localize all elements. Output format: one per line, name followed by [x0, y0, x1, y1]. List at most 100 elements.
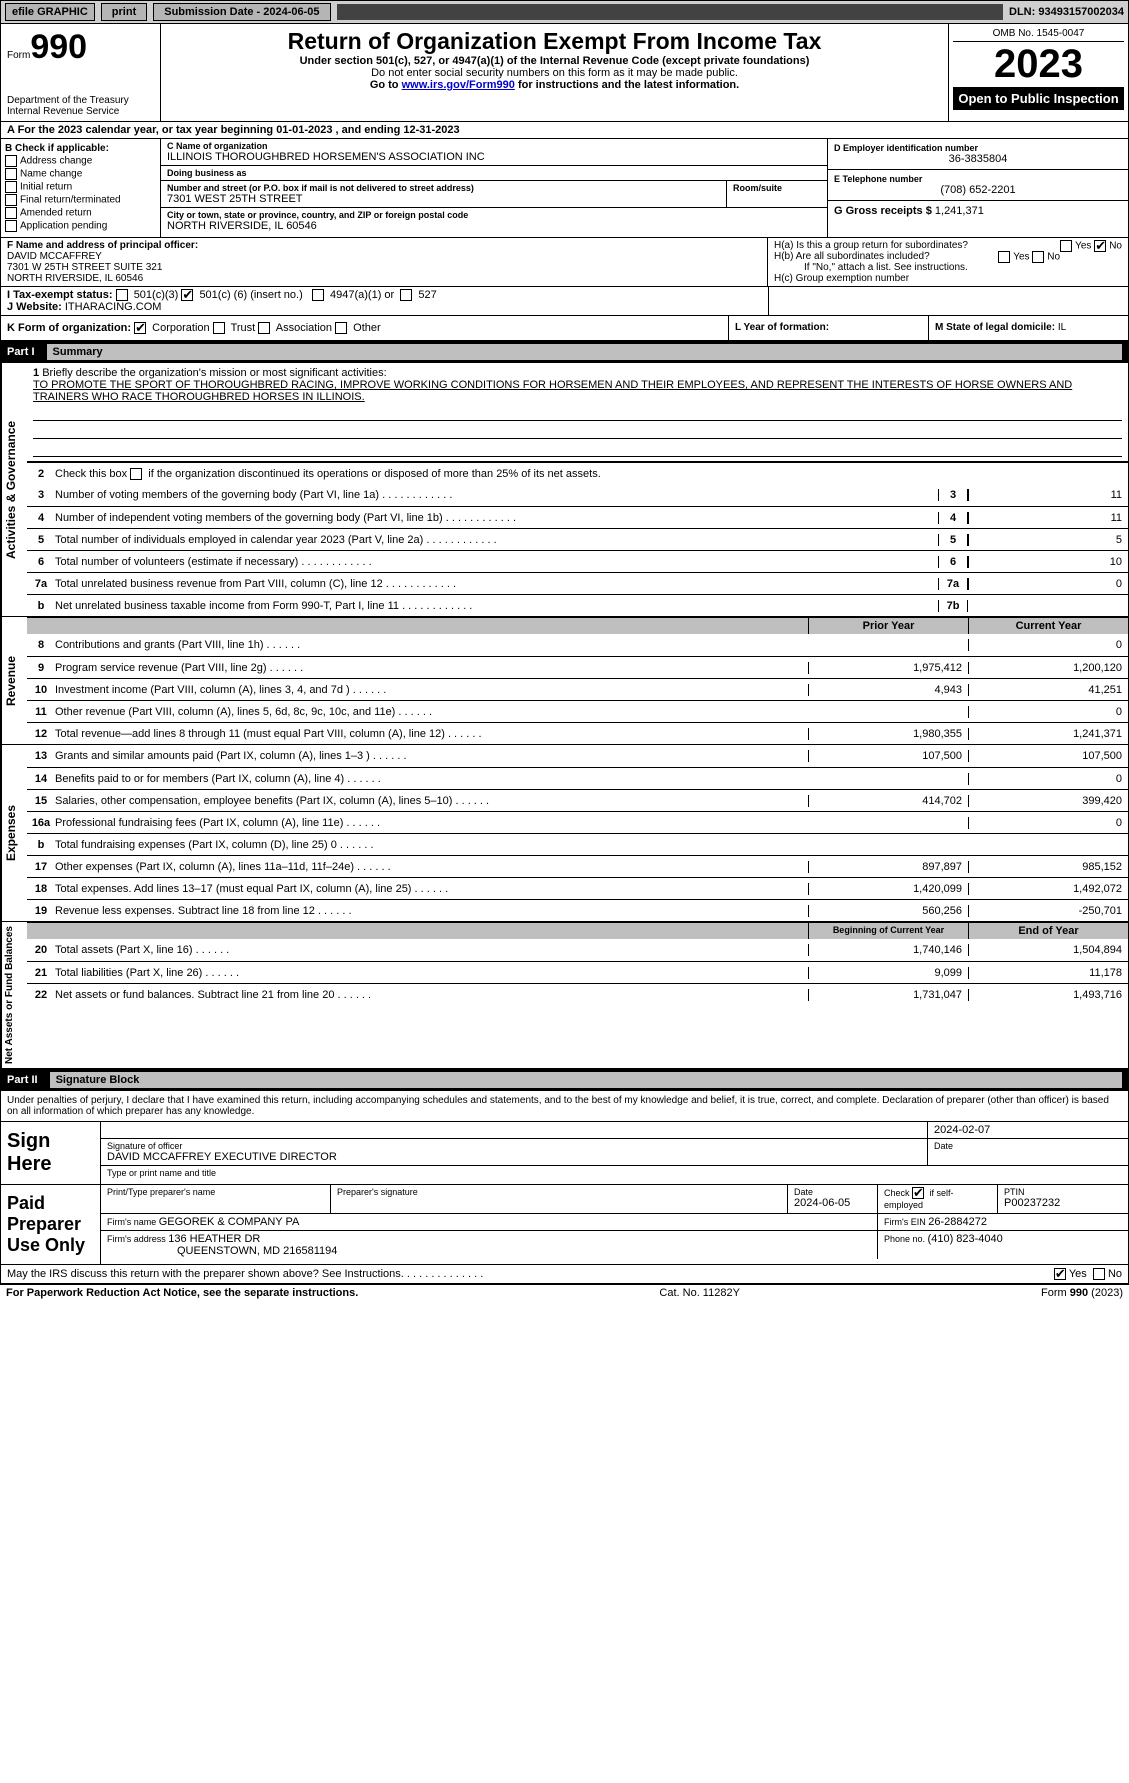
opt-501c: 501(c) ( — [199, 289, 237, 301]
col-current-year: Current Year — [968, 618, 1128, 634]
prep-date: 2024-06-05 — [794, 1197, 871, 1209]
line-num: 15 — [27, 795, 55, 807]
data-line: b Total fundraising expenses (Part IX, c… — [27, 833, 1128, 855]
ptin: P00237232 — [1004, 1197, 1122, 1209]
sig-officer-name: DAVID MCCAFFREY EXECUTIVE DIRECTOR — [107, 1151, 921, 1163]
line-desc: Total number of individuals employed in … — [55, 534, 938, 546]
part-ii-header: Part II Signature Block — [0, 1069, 1129, 1091]
chk-initial-return[interactable]: Initial return — [5, 181, 156, 193]
discuss-no[interactable]: No — [1093, 1268, 1122, 1280]
part-ii-title: Signature Block — [50, 1072, 1122, 1088]
ha-label: H(a) Is this a group return for subordin… — [774, 240, 968, 251]
box-c: C Name of organization ILLINOIS THOROUGH… — [161, 139, 828, 237]
summary-governance: Activities & Governance 1 Briefly descri… — [0, 363, 1129, 617]
chk-label: Amended return — [20, 208, 92, 219]
line-num: 19 — [27, 905, 55, 917]
line-num: 21 — [27, 967, 55, 979]
na-header-row: Beginning of Current Year End of Year — [27, 922, 1128, 939]
line-current: 0 — [968, 817, 1128, 829]
tel: (708) 652-2201 — [834, 184, 1122, 196]
opt-4947: 4947(a)(1) or — [330, 289, 394, 301]
line-box: 7a — [938, 578, 968, 590]
org-city: NORTH RIVERSIDE, IL 60546 — [167, 220, 317, 232]
data-line: 18 Total expenses. Add lines 13–17 (must… — [27, 877, 1128, 899]
line-box: 4 — [938, 512, 968, 524]
vlabel-net-assets: Net Assets or Fund Balances — [1, 922, 27, 1068]
form-warning: Do not enter social security numbers on … — [167, 67, 942, 79]
print-button[interactable]: print — [101, 3, 147, 21]
data-line: 10 Investment income (Part VIII, column … — [27, 678, 1128, 700]
line-prior: 897,897 — [808, 861, 968, 873]
chk-name-change[interactable]: Name change — [5, 168, 156, 180]
line-val: 11 — [968, 512, 1128, 524]
vlabel-expenses: Expenses — [1, 745, 27, 921]
prep-date-label: Date — [794, 1187, 871, 1197]
opt-501c-ins: ) (insert no.) — [243, 289, 302, 301]
chk-label: Address change — [20, 156, 92, 167]
k-other: Other — [353, 322, 381, 334]
gov-line: 3 Number of voting members of the govern… — [27, 484, 1128, 506]
rev-lines: 8 Contributions and grants (Part VIII, l… — [27, 634, 1128, 744]
data-line: 9 Program service revenue (Part VIII, li… — [27, 656, 1128, 678]
hb-note: If "No," attach a list. See instructions… — [774, 262, 1122, 273]
chk-amended[interactable]: Amended return — [5, 207, 156, 219]
line-num: 10 — [27, 684, 55, 696]
discuss-text: May the IRS discuss this return with the… — [7, 1268, 1054, 1280]
gov-line: 5 Total number of individuals employed i… — [27, 528, 1128, 550]
chk-address-change[interactable]: Address change — [5, 155, 156, 167]
part-i-title: Summary — [47, 344, 1122, 360]
line-num: 16a — [27, 817, 55, 829]
row-f-h: F Name and address of principal officer:… — [0, 238, 1129, 287]
line-desc: Other revenue (Part VIII, column (A), li… — [55, 706, 808, 718]
room-lbl: Room/suite — [733, 183, 821, 193]
line-current: -250,701 — [968, 905, 1128, 917]
box-d: D Employer identification number 36-3835… — [828, 139, 1128, 237]
col-prior-year: Prior Year — [808, 618, 968, 634]
line-desc: Salaries, other compensation, employee b… — [55, 795, 808, 807]
name-lbl: C Name of organization — [167, 141, 821, 151]
no-label: No — [1047, 252, 1060, 263]
sig-date: 2024-02-07 — [934, 1124, 1122, 1136]
irs: Internal Revenue Service — [7, 106, 154, 117]
chk-app-pending[interactable]: Application pending — [5, 220, 156, 232]
gov-line: 6 Total number of volunteers (estimate i… — [27, 550, 1128, 572]
exp-lines: 13 Grants and similar amounts paid (Part… — [27, 745, 1128, 921]
na-lines: 20 Total assets (Part X, line 16) . . . … — [27, 939, 1128, 1005]
summary-expenses: Expenses 13 Grants and similar amounts p… — [0, 745, 1129, 922]
gross: 1,241,371 — [935, 205, 984, 217]
line-num: 18 — [27, 883, 55, 895]
footer-row: For Paperwork Reduction Act Notice, see … — [0, 1284, 1129, 1301]
firm-ein-label: Firm's EIN — [884, 1217, 928, 1227]
submission-date-button[interactable]: Submission Date - 2024-06-05 — [153, 3, 330, 21]
line-k-label: K Form of organization: — [7, 322, 134, 334]
chk-final-return[interactable]: Final return/terminated — [5, 194, 156, 206]
org-addr: 7301 WEST 25TH STREET — [167, 193, 303, 205]
vlabel-governance: Activities & Governance — [1, 363, 27, 616]
data-line: 13 Grants and similar amounts paid (Part… — [27, 745, 1128, 767]
line-current: 0 — [968, 639, 1128, 651]
line-num: 13 — [27, 750, 55, 762]
goto-link[interactable]: www.irs.gov/Form990 — [402, 79, 515, 91]
city-lbl: City or town, state or province, country… — [167, 210, 821, 220]
firm-name: GEGOREK & COMPANY PA — [159, 1216, 300, 1228]
line-desc: Program service revenue (Part VIII, line… — [55, 662, 808, 674]
firm-addr-label: Firm's address — [107, 1234, 168, 1244]
line-num: 22 — [27, 989, 55, 1001]
line-1-num: 1 — [33, 367, 39, 379]
line-current: 1,504,894 — [968, 944, 1128, 956]
line-prior: 107,500 — [808, 750, 968, 762]
ein: 36-3835804 — [834, 153, 1122, 165]
line-desc: Professional fundraising fees (Part IX, … — [55, 817, 808, 829]
line-current: 1,493,716 — [968, 989, 1128, 1001]
line-num: 8 — [27, 639, 55, 651]
line-m-label: M State of legal domicile: — [935, 322, 1058, 333]
discuss-yes[interactable]: Yes — [1054, 1268, 1087, 1280]
line-2-num: 2 — [27, 468, 55, 480]
firm-addr1: 136 HEATHER DR — [168, 1233, 260, 1245]
col-beginning-year: Beginning of Current Year — [808, 923, 968, 939]
summary-net-assets: Net Assets or Fund Balances Beginning of… — [0, 922, 1129, 1069]
line-current: 107,500 — [968, 750, 1128, 762]
gov-line: 4 Number of independent voting members o… — [27, 506, 1128, 528]
data-line: 21 Total liabilities (Part X, line 26) .… — [27, 961, 1128, 983]
part-i-label: Part I — [7, 346, 43, 358]
